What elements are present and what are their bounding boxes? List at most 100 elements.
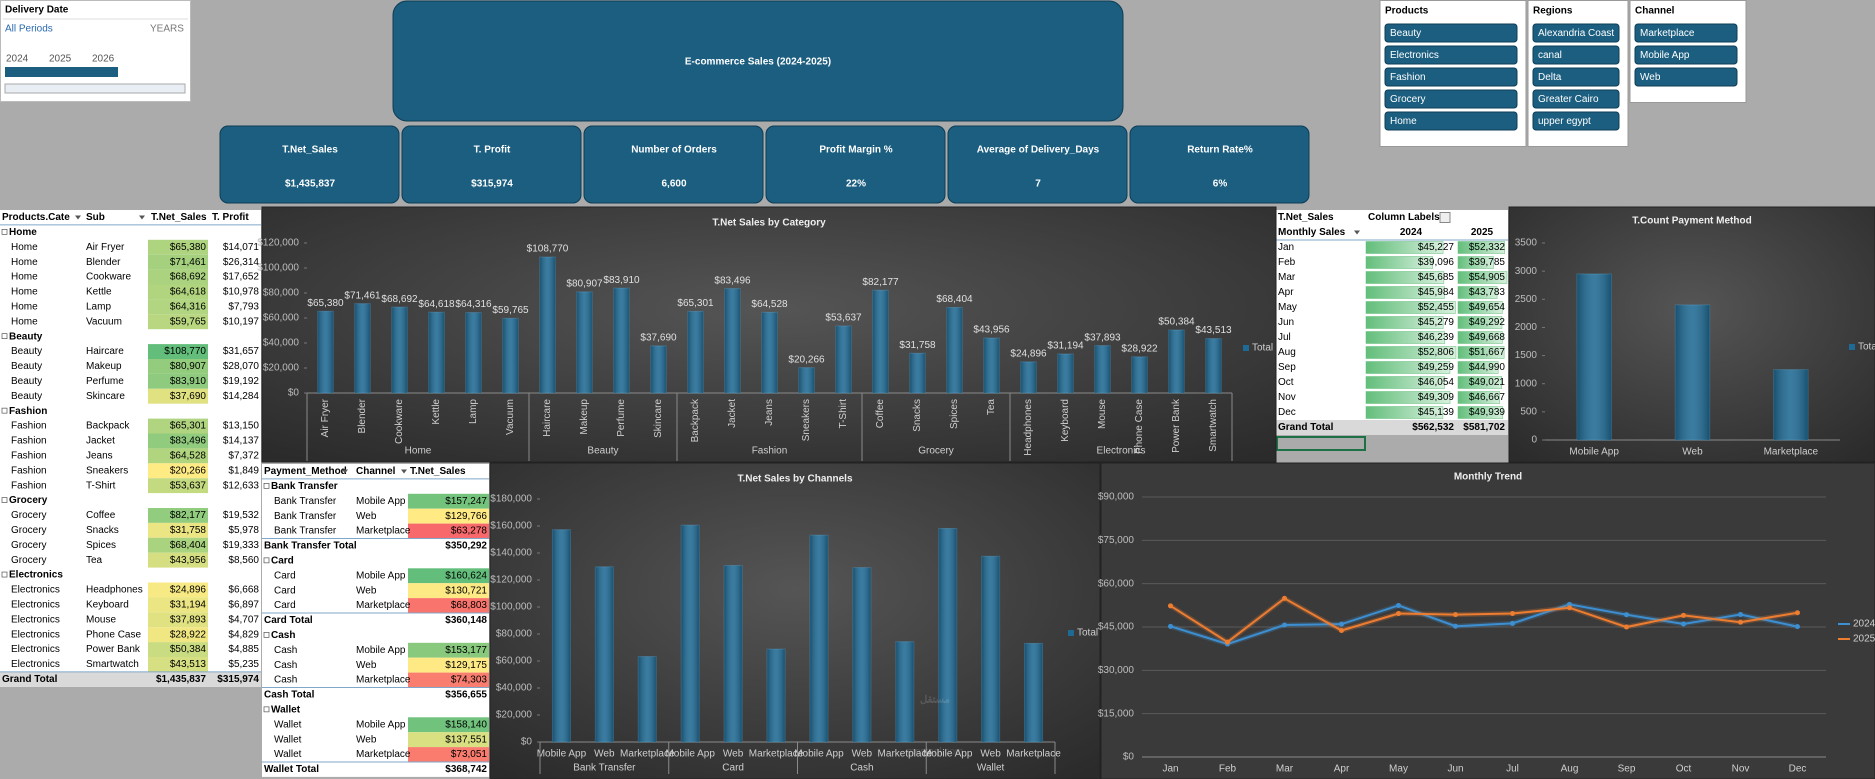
slicer-item[interactable] [1532, 89, 1620, 109]
cell: Grocery [11, 525, 47, 536]
data-bar [1457, 256, 1494, 269]
cell: Home [11, 242, 38, 253]
x-tick-label: Sneakers [801, 399, 812, 441]
cell: Sep [1278, 362, 1296, 373]
cell: $37,690 [170, 391, 207, 402]
cell: Smartwatch [86, 659, 139, 670]
x-tick-label: Marketplace [749, 749, 804, 760]
x-tick-label: Apr [1334, 764, 1350, 775]
x-tick-label: Sep [1618, 764, 1636, 775]
cell: $83,910 [170, 376, 207, 387]
y-tick-label: $0 [1123, 752, 1135, 763]
x-tick-label: Dec [1789, 764, 1807, 775]
cell: $7,372 [228, 450, 259, 461]
cell: Cash [274, 645, 297, 656]
bar-shade [428, 312, 445, 393]
cell: $82,177 [170, 510, 207, 521]
group-label: Electronics [9, 570, 63, 581]
legend-swatch [1849, 344, 1855, 350]
slicer-item[interactable] [1532, 111, 1620, 131]
slicer-item[interactable] [1384, 89, 1518, 109]
bar-shade [1024, 643, 1043, 742]
cell: $80,907 [170, 361, 207, 372]
cell: Marketplace [356, 675, 411, 686]
color-scale-cell [408, 642, 489, 658]
cell: $68,803 [451, 600, 488, 611]
cell: Skincare [86, 391, 125, 402]
slicer-item[interactable] [1532, 67, 1620, 87]
slicer-item[interactable] [1634, 67, 1738, 87]
data-bar [1457, 391, 1500, 404]
color-scale-cell [148, 627, 208, 643]
cell: $43,956 [170, 555, 207, 566]
kpi-value: $315,974 [471, 179, 513, 190]
cell: $7,793 [228, 301, 259, 312]
data-label: $37,893 [1084, 332, 1121, 343]
x-tick-label: Mouse [1097, 399, 1108, 429]
slicer-item-label: Alexandria Coast [1538, 28, 1614, 39]
x-tick-label: Cookware [394, 399, 405, 444]
data-bar [1365, 331, 1446, 344]
color-scale-cell [148, 418, 208, 434]
color-scale-cell [148, 314, 208, 330]
data-label: $68,404 [936, 294, 973, 305]
point [1624, 612, 1629, 618]
slicer-item[interactable] [1532, 23, 1620, 43]
y-tick-label: 1500 [1515, 350, 1538, 361]
x-tick-label: Mobile App [665, 749, 715, 760]
cell: Sneakers [86, 465, 128, 476]
data-bar [1457, 286, 1498, 299]
data-label: $28,922 [1121, 343, 1158, 354]
data-bar [1365, 361, 1451, 374]
x-tick-label: Web [723, 749, 744, 760]
cell: Vacuum [86, 316, 122, 327]
cell: Web [356, 660, 377, 671]
y-tick-label: $20,000 [263, 363, 300, 374]
x-tick-label: Marketplace [1764, 447, 1819, 458]
cell: $43,513 [170, 659, 207, 670]
slicer-item-label: Greater Cairo [1538, 94, 1599, 105]
data-label: $43,513 [1195, 325, 1232, 336]
timeline-year: 2026 [92, 54, 115, 65]
collapse-icon [1, 571, 8, 578]
data-bar [1365, 301, 1456, 314]
timeline-level: YEARS [150, 24, 184, 35]
slicer-item[interactable] [1634, 45, 1738, 65]
color-scale-cell [148, 463, 208, 479]
cell: Haircare [86, 346, 124, 357]
x-tick-label: Web [1682, 447, 1703, 458]
slicer-item[interactable] [1384, 111, 1518, 131]
column-header: Channel [356, 466, 396, 477]
y-tick-label: $100,000 [490, 602, 532, 613]
cell: $31,758 [170, 525, 207, 536]
slicer-item[interactable] [1384, 23, 1518, 43]
y-tick-label: $40,000 [496, 683, 533, 694]
bar-shade [909, 353, 926, 393]
cell: $5,978 [228, 525, 259, 536]
data-label: $83,496 [714, 275, 751, 286]
cell: Home [11, 257, 38, 268]
kpi-label: Return Rate% [1187, 145, 1253, 156]
slicer-item[interactable] [1532, 45, 1620, 65]
data-bar [1457, 331, 1503, 344]
group-label: Home [405, 446, 432, 457]
group-label: Beauty [587, 446, 618, 457]
cell: Perfume [86, 376, 124, 387]
cell: Kettle [86, 287, 112, 298]
cell: $31,657 [223, 346, 260, 357]
data-bar [1365, 286, 1445, 299]
slicer-item[interactable] [1384, 45, 1518, 65]
bar-shade [681, 525, 700, 742]
x-tick-label: Jacket [727, 399, 738, 428]
legend-label: 2024 [1853, 619, 1875, 630]
collapse-icon [263, 483, 270, 489]
slicer-item[interactable] [1384, 67, 1518, 87]
color-scale-cell [408, 583, 489, 599]
kpi-value: 6% [1213, 179, 1228, 190]
color-scale-cell [148, 642, 208, 657]
y-tick-label: $20,000 [496, 710, 533, 721]
bar-shade [595, 566, 614, 742]
cell: Bank Transfer [274, 511, 337, 522]
slicer-item[interactable] [1634, 23, 1738, 43]
data-label: $80,907 [566, 279, 603, 290]
